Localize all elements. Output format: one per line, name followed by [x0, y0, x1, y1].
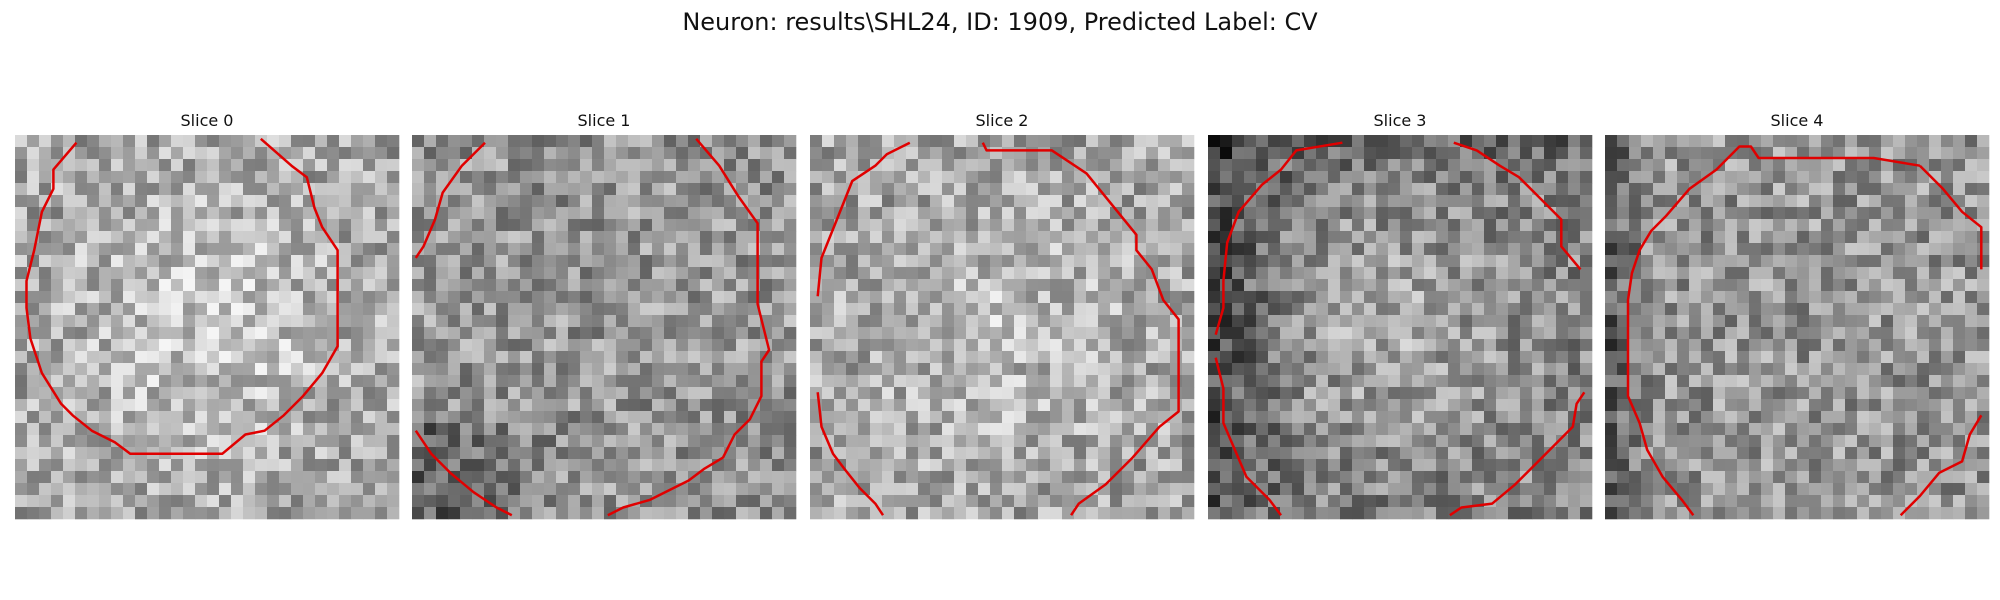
- slice-title-3: Slice 3: [1373, 111, 1427, 130]
- figure-title: Neuron: results\SHL24, ID: 1909, Predict…: [682, 8, 1318, 36]
- slice-1-contour-2: [414, 430, 513, 517]
- slice-3-contour-1: [1453, 141, 1582, 271]
- slice-3-contour-3: [1449, 391, 1586, 517]
- slice-2-contour-0: [816, 141, 911, 297]
- slice-3-contour-0: [1214, 141, 1343, 336]
- slice-panel-0: [15, 135, 400, 520]
- slice-2-contour-2: [816, 392, 885, 516]
- slice-1-contour-1: [607, 137, 771, 517]
- slice-panel-3: [1208, 135, 1593, 520]
- slice-title-1: Slice 1: [577, 111, 631, 130]
- slice-panel-1: [412, 135, 797, 520]
- slice-1-contour-0: [414, 141, 486, 259]
- slice-panel-4: [1605, 135, 1990, 520]
- slice-0-contour-0: [25, 137, 339, 455]
- slice-title-0: Slice 0: [180, 111, 234, 130]
- slice-2-contour-1: [981, 142, 1180, 516]
- slice-panel-2: [810, 135, 1195, 520]
- slice-3-contour-2: [1214, 357, 1282, 516]
- slice-4-contour-1: [1626, 145, 1921, 516]
- slice-4-contour-0: [1919, 164, 1983, 270]
- slice-title-4: Slice 4: [1770, 111, 1824, 130]
- slice-title-2: Slice 2: [975, 111, 1029, 130]
- slice-4-contour-2: [1899, 414, 1983, 517]
